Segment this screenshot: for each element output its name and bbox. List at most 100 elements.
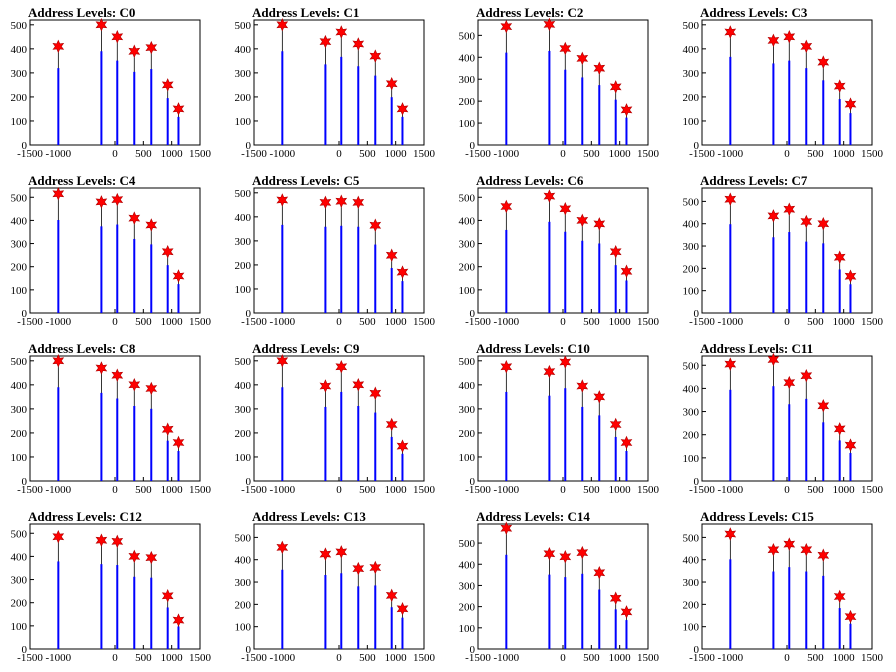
y-tick-label: 0: [694, 476, 700, 488]
y-tick-label: 500: [11, 20, 28, 32]
histogram-bar: [357, 586, 360, 649]
peak-marker: [396, 265, 409, 279]
x-tick-label: -1000: [269, 652, 295, 664]
peak-marker: [800, 214, 813, 229]
peak-marker: [767, 542, 780, 557]
x-tick-label: -1000: [493, 652, 519, 664]
y-tick-label: 0: [694, 308, 700, 320]
peak-marker: [95, 361, 108, 375]
peak-marker: [276, 354, 289, 368]
peak-marker: [833, 422, 846, 436]
histogram-bar: [838, 269, 841, 313]
y-tick-label: 500: [235, 20, 252, 32]
y-tick-label: 100: [11, 285, 28, 297]
histogram-bar: [822, 243, 825, 313]
panel-title: Address Levels: C7: [700, 173, 808, 188]
peak-marker: [559, 550, 572, 564]
peak-marker: [385, 248, 398, 263]
histogram-bar: [614, 265, 617, 313]
histogram-bar: [324, 575, 327, 649]
panel-c6: Address Levels: C6 0 100 200 300 400 500 -1500-…: [459, 173, 660, 328]
histogram-bar: [324, 64, 327, 145]
histogram-bar: [838, 440, 841, 481]
peak-marker: [172, 435, 185, 450]
histogram-bar: [772, 386, 775, 481]
x-tick-label: 0: [560, 316, 566, 328]
peak-marker: [396, 439, 409, 453]
histogram-bar: [281, 569, 284, 649]
y-tick-label: 0: [470, 476, 476, 488]
y-tick-label: 500: [235, 188, 252, 200]
y-tick-label: 100: [683, 453, 700, 465]
histogram-bar: [838, 608, 841, 649]
y-tick-label: 0: [470, 308, 476, 320]
y-tick-label: 400: [235, 380, 252, 392]
panel-title: Address Levels: C4: [28, 173, 136, 188]
y-tick-label: 500: [683, 360, 700, 372]
peak-marker: [385, 76, 398, 91]
peak-marker: [396, 102, 409, 116]
y-tick-label: 100: [459, 118, 476, 130]
x-tick-label: 500: [583, 148, 600, 160]
y-tick-label: 400: [11, 380, 28, 392]
peak-marker: [145, 218, 158, 232]
histogram-bar: [614, 436, 617, 481]
x-tick-label: -1500: [465, 316, 491, 328]
panel-c2: Address Levels: C2 0 100 200 300 400 500 -1500-…: [459, 5, 660, 160]
y-tick-label: 400: [235, 212, 252, 224]
panel-c13: Address Levels: C13 0 100 200 300 400 500 -1500…: [235, 509, 436, 664]
peak-marker: [609, 80, 622, 94]
y-tick-label: 500: [11, 192, 28, 204]
x-tick-label: 1000: [161, 148, 184, 160]
peak-marker: [620, 435, 633, 450]
peak-marker: [335, 545, 348, 559]
peak-marker: [369, 560, 382, 575]
histogram-bar: [505, 391, 508, 481]
x-tick-label: -1500: [689, 484, 715, 496]
histogram-bar: [166, 265, 169, 313]
x-tick-label: 500: [135, 148, 152, 160]
y-tick-label: 200: [683, 263, 700, 275]
peak-marker: [52, 354, 65, 368]
y-tick-label: 400: [235, 555, 252, 567]
y-tick-label: 400: [683, 219, 700, 231]
y-tick-label: 400: [11, 215, 28, 227]
y-tick-label: 500: [459, 30, 476, 42]
histogram-bar: [166, 607, 169, 649]
x-tick-label: -1500: [241, 652, 267, 664]
y-tick-label: 0: [246, 140, 252, 152]
y-tick-label: 200: [683, 430, 700, 442]
peak-marker: [609, 244, 622, 259]
histogram-bar: [177, 116, 180, 145]
x-tick-label: 1500: [413, 484, 436, 496]
peak-marker: [543, 364, 556, 379]
panel-title: Address Levels: C12: [28, 509, 142, 524]
peak-marker: [319, 547, 332, 561]
histogram-bar: [374, 244, 377, 313]
peak-marker: [52, 39, 65, 54]
peak-marker: [593, 217, 606, 231]
histogram-bar: [374, 75, 377, 145]
x-tick-label: 500: [359, 148, 376, 160]
x-tick-label: -1500: [465, 652, 491, 664]
y-tick-label: 0: [694, 140, 700, 152]
histogram-bar: [133, 71, 136, 145]
y-tick-label: 100: [235, 284, 252, 296]
histogram-bar: [390, 268, 393, 313]
peak-marker: [352, 195, 365, 210]
histogram-bar: [788, 60, 791, 145]
histogram-bar: [548, 574, 551, 649]
histogram-bar: [849, 113, 852, 145]
panel-title: Address Levels: C2: [476, 5, 583, 20]
y-tick-label: 200: [11, 598, 28, 610]
peak-marker: [111, 368, 124, 382]
peak-marker: [844, 97, 857, 111]
histogram-bar: [581, 406, 584, 481]
peak-marker: [767, 352, 780, 367]
panel-title: Address Levels: C5: [252, 173, 360, 188]
plot-frame: [29, 187, 201, 314]
y-tick-label: 300: [11, 575, 28, 587]
histogram-bar: [598, 415, 601, 481]
histogram-bar: [548, 395, 551, 481]
peak-marker: [724, 527, 737, 541]
